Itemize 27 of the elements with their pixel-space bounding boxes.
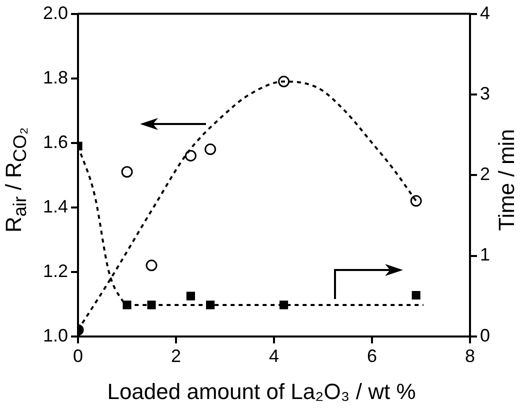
x-tick-label: 6 [366,346,378,366]
point [206,300,215,310]
y-tick-label: 1.6 [42,132,68,152]
y2-axis-title: Time / min [494,129,520,231]
y-tick-label: 1.0 [42,325,68,346]
point [184,150,196,162]
y-tick-label: 1.4 [42,196,68,216]
y2-tick-label: 2 [480,164,490,184]
x-tick-label: 4 [269,346,280,366]
y2-tick-label: 1 [480,244,490,265]
point [147,300,156,310]
y-tick-label: 2.0 [42,2,68,23]
x-tick-label: 8 [464,346,475,366]
point [122,300,132,310]
y-tick-label: 1.8 [42,67,68,88]
x-tick-label: 2 [171,346,182,366]
point [146,260,158,272]
y2-tick-label: 3 [480,83,490,104]
x-axis-title: Loaded amount of La₂O₃ / wt % [106,379,417,405]
y-tick-label: 1.2 [42,260,68,281]
point [412,290,420,300]
point [186,292,195,300]
x-tick-label: 0 [73,346,84,366]
y2-tick-label: 4 [480,2,490,23]
point [204,144,216,156]
point [121,166,133,178]
y2-tick-label: 0 [480,325,490,346]
